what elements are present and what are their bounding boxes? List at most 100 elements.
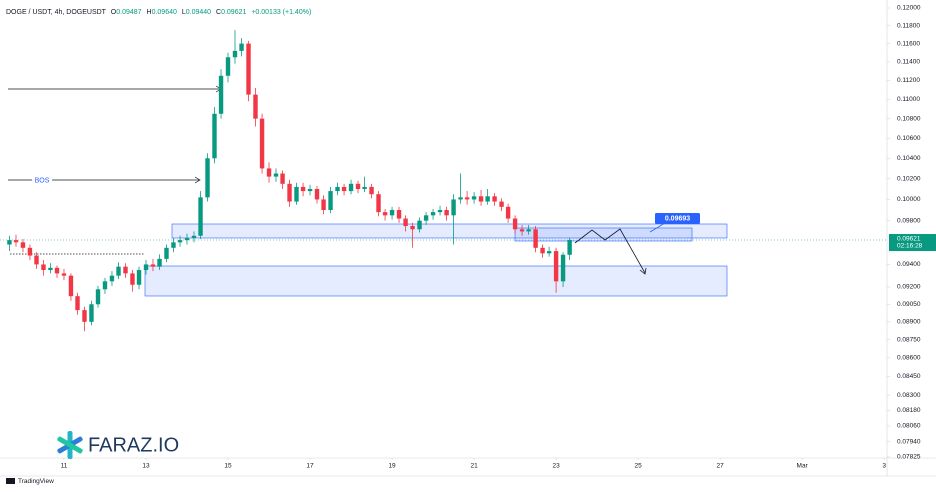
candle-body: [492, 196, 497, 202]
candle-body: [266, 168, 272, 177]
ohlc-value: 0.09621: [221, 9, 246, 16]
y-tick-label: 0.08300: [897, 392, 921, 399]
candle-body: [512, 218, 518, 230]
candle-body: [430, 212, 436, 216]
candle-body: [287, 183, 292, 202]
candle-body: [341, 186, 347, 192]
logo-text: FARAZ.IO: [88, 434, 179, 456]
y-tick-label: 0.11000: [897, 96, 920, 103]
platform: TradingView: [6, 478, 54, 485]
candle-body: [417, 220, 422, 230]
projection-path: [574, 228, 646, 274]
change: +0.00133 (+1.40%): [251, 9, 311, 16]
candle-body: [20, 242, 26, 248]
x-tick-label: 23: [552, 463, 560, 470]
candle-body: [225, 57, 231, 76]
candle-body: [7, 240, 12, 245]
candle-body: [567, 240, 572, 255]
candles: [7, 30, 572, 332]
candle-body: [109, 275, 115, 282]
candle-body: [560, 254, 566, 282]
candle-body: [540, 247, 545, 254]
zone: [171, 223, 728, 239]
x-tick-label: 3: [882, 463, 886, 470]
candle-body: [205, 158, 210, 198]
x-tick-label: 15: [224, 463, 232, 470]
candle-body: [68, 275, 74, 297]
y-tick-label: 0.08600: [897, 355, 921, 362]
candle-body: [171, 242, 176, 248]
candle-body: [239, 43, 244, 51]
candle-body: [157, 258, 162, 267]
candle-body: [13, 240, 19, 243]
candle-body: [519, 229, 525, 232]
y-tick-label: 0.09200: [897, 284, 921, 291]
price-label: 0.09621: [897, 236, 921, 243]
candle-body: [61, 273, 67, 276]
ohlc-key: H: [147, 9, 152, 16]
candle-body: [259, 118, 265, 169]
y-tick-label: 0.10000: [897, 196, 921, 203]
candle-body: [335, 186, 340, 192]
platform-name: TradingView: [18, 478, 54, 485]
candle-body: [253, 94, 258, 119]
candle-body: [75, 296, 80, 311]
y-tick-label: 0.11400: [897, 59, 920, 66]
y-tick-label: 0.11800: [897, 22, 920, 29]
candle-body: [526, 229, 531, 232]
platform-icon: [6, 478, 15, 484]
y-tick-label: 0.10800: [897, 115, 921, 122]
callout-label: 0.09693: [665, 216, 690, 223]
y-tick-label: 0.08750: [897, 336, 921, 343]
y-tick-label: 0.11600: [897, 40, 920, 47]
bos-label: BOS: [35, 177, 50, 184]
price-label-box: [889, 234, 936, 252]
candle-body: [191, 235, 197, 238]
logo: FARAZ.IO: [57, 431, 179, 459]
candle-body: [143, 264, 149, 271]
candle-body: [184, 237, 190, 241]
y-tick-label: 0.12000: [897, 5, 921, 12]
candle-body: [348, 183, 354, 192]
x-tick-label: 27: [717, 463, 725, 470]
y-tick-label: 0.08060: [897, 423, 921, 430]
ohlc-value: 0.09487: [116, 9, 141, 16]
candle-body: [246, 43, 251, 95]
candle-body: [123, 266, 128, 274]
candle-body: [410, 226, 415, 230]
x-tick-label: Mar: [797, 463, 809, 470]
candle-body: [54, 267, 60, 274]
logo-stroke: [57, 436, 83, 454]
candle-body: [362, 186, 367, 190]
candle-body: [328, 191, 333, 211]
y-tick-label: 0.10200: [897, 175, 921, 182]
candle-body: [451, 199, 456, 216]
candle-body: [48, 267, 53, 271]
candle-body: [423, 215, 429, 221]
candle-body: [321, 199, 326, 211]
ohlc-value: 0.09440: [186, 9, 211, 16]
candle-body: [218, 75, 224, 114]
candle-body: [280, 173, 285, 184]
candle-body: [389, 210, 395, 216]
candle-body: [89, 304, 94, 322]
y-tick-label: 0.08450: [897, 373, 921, 380]
candle-body: [553, 251, 559, 282]
countdown: 02:16:28: [897, 243, 923, 250]
x-tick-label: 11: [61, 463, 68, 470]
candle-body: [41, 264, 46, 271]
y-tick-label: 0.08900: [897, 319, 921, 326]
candle-body: [116, 266, 121, 276]
candle-body: [355, 183, 361, 190]
candle-body: [369, 186, 374, 195]
candle-body: [164, 247, 169, 259]
candle-body: [150, 264, 156, 267]
zone: [144, 265, 728, 297]
candle-body: [294, 186, 299, 202]
arrow-head: [194, 176, 201, 184]
y-tick-label: 0.10600: [897, 135, 921, 142]
y-tick-label: 0.08180: [897, 407, 921, 414]
x-tick-label: 21: [470, 463, 478, 470]
y-tick-label: 0.11200: [897, 77, 920, 84]
